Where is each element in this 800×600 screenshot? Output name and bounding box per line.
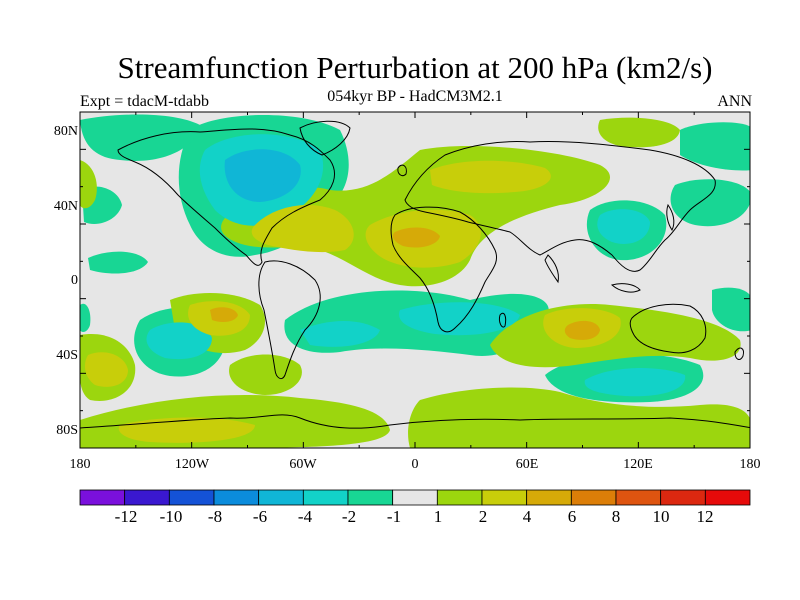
colorbar-swatch [481,489,528,506]
negative-core-indian [399,302,520,336]
negative-core-east-asia [597,209,650,244]
colorbar-swatch [79,489,126,506]
coast-greenland [299,120,351,156]
negative-region-north-pacific-east [670,179,750,227]
coast-eurasia [404,141,716,272]
subtitle: 054kyr BP - HadCM3M2.1 [327,88,503,105]
lon-label-180-west: 180 [69,457,91,472]
colorbar-label: 6 [567,507,577,526]
positive-region-southern-ocean-indian [408,387,750,448]
colorbar-label: -1 [386,507,402,526]
positive-region-south-atlantic [229,354,302,395]
coast-new-zealand [734,347,744,360]
coast-india [544,254,559,284]
coast-japan [666,203,675,231]
colorbar-label: -4 [297,507,313,526]
map-field [80,112,750,448]
colorbar-label: -10 [159,507,183,526]
axis-ticks [79,111,751,449]
positive-peak-north-africa [392,227,440,248]
negative-region-arctic-east [680,122,750,171]
lon-label-180-east: 180 [739,457,761,472]
positive-region-pacific-east-arctic [598,117,680,148]
colorbar-swatch [302,489,349,506]
colorbar-swatch [213,489,260,506]
coast-south-america [258,260,321,380]
colorbar-swatch [347,489,394,506]
lon-label-120w: 120W [174,457,210,472]
colorbar-swatch [704,489,751,506]
coast-british-isles [397,164,407,177]
page-title: Streamfunction Perturbation at 200 hPa (… [117,50,713,85]
colorbar-swatch [258,489,304,506]
negative-peak-canada [242,162,282,188]
experiment-label: Expt = tdacM-tdabb [80,93,209,110]
colorbar-swatch [660,489,706,506]
positive-core-southern-ocean [118,417,255,443]
season-label: ANN [717,93,752,110]
coast-africa [390,206,498,333]
colorbar-label: -2 [341,507,357,526]
lon-label-0: 0 [411,457,419,472]
colorbar-label: -8 [207,507,223,526]
colorbar-label: 4 [522,507,532,526]
colorbar-swatch [436,489,483,506]
colorbar-label: 8 [611,507,621,526]
colorbar-swatch [615,489,662,506]
negative-region-arctic-west [80,114,200,161]
lon-label-120e: 120E [623,457,653,472]
negative-region-west-pacific-south [80,303,91,333]
colorbar [79,489,751,506]
colorbar-label: -12 [114,507,138,526]
lat-label-80s: 80S [56,423,78,438]
positive-region-north-pacific [80,160,97,209]
lat-label-0: 0 [71,273,78,288]
lon-label-60e: 60E [515,457,539,472]
negative-core-south-atlantic [300,321,380,347]
coast-australia [629,303,707,354]
positive-peak-indian [564,320,600,340]
negative-core-southern-indian [584,368,686,397]
coast-north-america [117,128,335,266]
coast-antarctica [80,414,750,429]
coast-madagascar [499,312,507,328]
colorbar-label: 1 [433,507,443,526]
lat-label-40n: 40N [53,199,78,214]
colorbar-label: 10 [652,507,670,526]
positive-core-atlantic [251,205,354,253]
colorbar-swatch [168,489,215,506]
colorbar-swatch [570,489,617,506]
colorbar-swatch [124,489,170,506]
lon-label-60w: 60W [289,457,317,472]
colorbar-label: 12 [696,507,714,526]
negative-region-pacific-central [88,251,148,274]
colorbar-swatch [526,489,572,506]
colorbar-label: -6 [252,507,268,526]
lat-label-40s: 40S [56,348,78,363]
coastlines [80,120,750,429]
negative-core-south-pacific [146,322,212,360]
positive-core-eurasia [430,160,551,194]
colorbar-swatch [392,489,438,506]
colorbar-label: 2 [478,507,488,526]
positive-peak-south-pacific [210,307,238,323]
positive-core-south-pacific-west [84,352,128,387]
negative-region-southwest-pacific [712,287,750,332]
coast-indonesia [610,283,641,293]
lat-label-80n: 80N [53,124,78,139]
